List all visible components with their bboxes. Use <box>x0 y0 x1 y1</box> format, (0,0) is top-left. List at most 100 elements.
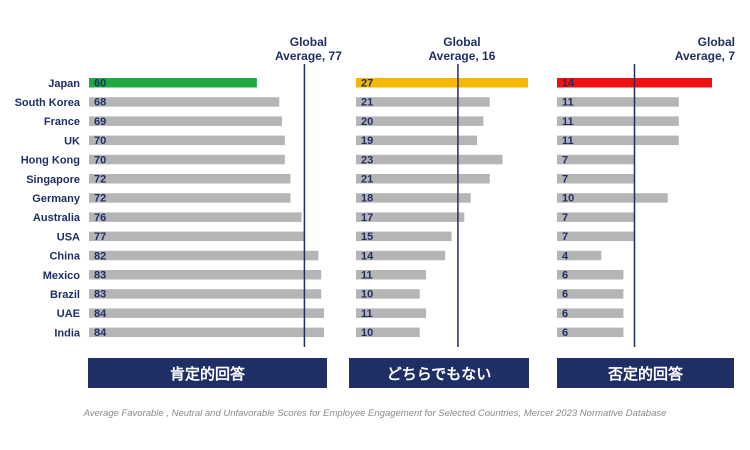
favorable-value-usa: 77 <box>94 231 106 243</box>
category-label-india: India <box>54 327 81 339</box>
neutral-panel-label: どちらでもない <box>349 358 529 388</box>
unfavorable-bar-hong-kong <box>557 154 635 165</box>
unfavorable-bar-brazil <box>557 289 624 299</box>
neutral-value-hong-kong: 23 <box>361 154 373 166</box>
unfavorable-bar-china <box>557 250 602 261</box>
favorable-value-uae: 84 <box>94 308 107 320</box>
favorable-bar-hong-kong <box>89 154 285 165</box>
unfavorable-value-south-korea: 11 <box>562 97 574 109</box>
favorable-bar-brazil <box>89 289 322 299</box>
favorable-bar-south-korea <box>89 97 280 107</box>
unfavorable-bar-south-korea <box>557 97 679 107</box>
neutral-bar-mexico <box>356 270 427 280</box>
neutral-bar-hong-kong <box>356 154 503 165</box>
unfavorable-value-singapore: 7 <box>562 174 568 186</box>
neutral-bar-south-korea <box>356 97 490 107</box>
category-label-japan: Japan <box>48 78 80 90</box>
favorable-value-south-korea: 68 <box>94 97 106 109</box>
category-label-uae: UAE <box>57 308 80 320</box>
unfavorable-value-japan: 14 <box>562 78 575 90</box>
neutral-value-singapore: 21 <box>361 174 373 186</box>
favorable-value-singapore: 72 <box>94 174 106 186</box>
neutral-bar-uae <box>356 308 427 318</box>
unfavorable-bar-mexico <box>557 270 624 280</box>
unfavorable-value-france: 11 <box>562 116 574 128</box>
neutral-value-brazil: 10 <box>361 289 373 301</box>
favorable-value-australia: 76 <box>94 212 106 224</box>
category-label-hong-kong: Hong Kong <box>21 155 80 167</box>
unfavorable-value-usa: 7 <box>562 231 568 243</box>
neutral-bar-france <box>356 116 484 126</box>
favorable-panel-label: 肯定的回答 <box>88 358 327 388</box>
category-label-germany: Germany <box>32 193 81 205</box>
engagement-chart: Japan South Korea France UK Hong Kong Singapo… <box>15 35 736 347</box>
neutral-value-mexico: 11 <box>361 270 373 282</box>
favorable-bar-uk <box>89 135 285 146</box>
neutral-bar-usa <box>356 231 452 242</box>
favorable-bar-usa <box>89 231 305 242</box>
neutral-value-india: 10 <box>361 327 373 339</box>
unfavorable-bar-india <box>557 327 624 338</box>
favorable-value-mexico: 83 <box>94 270 106 282</box>
neutral-value-china: 14 <box>361 250 374 262</box>
neutral-bar-india <box>356 327 420 338</box>
unfavorable-bar-germany <box>557 193 668 203</box>
favorable-bar-china <box>89 250 319 261</box>
unfavorable-bar-france <box>557 116 679 126</box>
category-label-france: France <box>44 116 80 128</box>
unfavorable-value-germany: 10 <box>562 193 574 205</box>
favorable-bar-australia <box>89 212 302 222</box>
category-label-usa: USA <box>57 231 80 243</box>
unfavorable-bar-usa <box>557 231 635 242</box>
unfavorable-value-uae: 6 <box>562 308 568 320</box>
unfavorable-value-uk: 11 <box>562 135 574 147</box>
neutral-bar-brazil <box>356 289 420 299</box>
category-label-uk: UK <box>64 135 80 147</box>
unfavorable-global-average-label: Global Average, 7 <box>675 35 736 63</box>
unfavorable-value-hong-kong: 7 <box>562 154 568 166</box>
neutral-value-south-korea: 21 <box>361 97 373 109</box>
category-label-brazil: Brazil <box>50 289 80 301</box>
neutral-value-uae: 11 <box>361 308 373 320</box>
unfavorable-bar-australia <box>557 212 635 222</box>
neutral-bar-germany <box>356 193 471 203</box>
favorable-value-uk: 70 <box>94 135 106 147</box>
neutral-bar-japan <box>356 78 528 88</box>
favorable-bar-france <box>89 116 283 126</box>
favorable-global-average-label: Global Average, 77 <box>275 35 342 63</box>
unfavorable-bar-singapore <box>557 174 635 184</box>
neutral-bar-china <box>356 250 446 261</box>
neutral-value-uk: 19 <box>361 135 373 147</box>
neutral-global-average-label: Global Average, 16 <box>428 35 495 63</box>
unfavorable-value-china: 4 <box>562 250 569 262</box>
unfavorable-panel-label: 否定的回答 <box>557 358 734 388</box>
favorable-value-hong-kong: 70 <box>94 154 106 166</box>
unfavorable-value-mexico: 6 <box>562 270 568 282</box>
neutral-value-australia: 17 <box>361 212 373 224</box>
unfavorable-value-india: 6 <box>562 327 568 339</box>
chart-caption: Average Favorable , Neutral and Unfavora… <box>83 408 667 419</box>
favorable-bar-mexico <box>89 270 322 280</box>
unfavorable-value-brazil: 6 <box>562 289 568 301</box>
neutral-bar-uk <box>356 135 478 146</box>
neutral-value-usa: 15 <box>361 231 373 243</box>
favorable-bar-germany <box>89 193 291 203</box>
favorable-value-france: 69 <box>94 116 106 128</box>
favorable-value-china: 82 <box>94 250 106 262</box>
category-label-australia: Australia <box>33 212 81 224</box>
category-label-mexico: Mexico <box>43 270 81 282</box>
neutral-value-germany: 18 <box>361 193 373 205</box>
favorable-bar-japan <box>89 78 257 88</box>
neutral-value-france: 20 <box>361 116 373 128</box>
category-label-china: China <box>49 251 80 263</box>
favorable-value-japan: 60 <box>94 78 106 90</box>
unfavorable-value-australia: 7 <box>562 212 568 224</box>
favorable-bar-india <box>89 327 324 338</box>
neutral-bar-australia <box>356 212 465 222</box>
favorable-bar-uae <box>89 308 324 318</box>
category-label-south-korea: South Korea <box>15 97 81 109</box>
favorable-value-germany: 72 <box>94 193 106 205</box>
favorable-bar-singapore <box>89 174 291 184</box>
category-label-singapore: Singapore <box>26 174 80 186</box>
neutral-value-japan: 27 <box>361 78 373 90</box>
